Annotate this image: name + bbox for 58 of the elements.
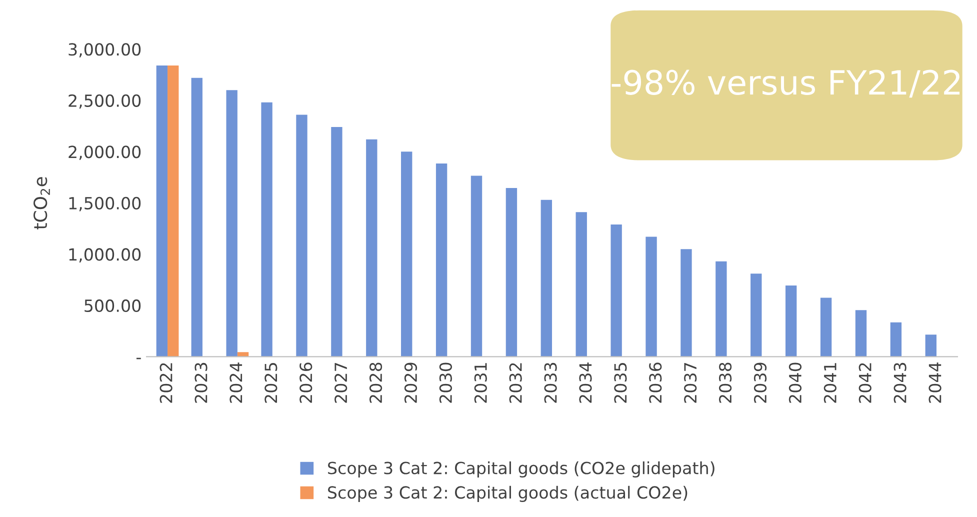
x-tick-label: 2030 [439, 362, 452, 403]
bar [576, 212, 587, 357]
x-tick-label: 2034 [579, 362, 592, 403]
x-tick-label: 2040 [788, 362, 802, 403]
annotation: -98% versus FY21/22 [612, 70, 960, 98]
x-tick-label: 2023 [194, 362, 208, 403]
bar [191, 78, 202, 357]
x-tick-label: 2035 [614, 363, 627, 403]
bar [925, 334, 936, 357]
y-tick-label: 1,500.00 [69, 196, 141, 212]
bar [716, 261, 727, 357]
x-tick-label: 2042 [858, 363, 872, 403]
bar [750, 274, 762, 357]
x-tick-label: 2025 [264, 363, 278, 403]
x-tick-label: 2037 [684, 363, 697, 403]
legend-label: Scope 3 Cat 2: Capital goods (CO2e glidepath) [328, 461, 714, 478]
bar [785, 285, 797, 357]
legend-label: Scope 3 Cat 2: Capital goods (actual CO2e) [328, 486, 688, 502]
x-tick-label: 2044 [928, 362, 942, 403]
bar [506, 188, 518, 357]
bar [470, 176, 482, 357]
x-tick-label: 2039 [754, 362, 767, 403]
bar [156, 66, 168, 357]
x-tick-label: 2029 [404, 362, 418, 403]
x-tick-label: 2033 [544, 362, 557, 403]
bar [366, 139, 378, 357]
bar [436, 163, 448, 357]
bar [331, 127, 342, 357]
x-tick-label: 2043 [894, 362, 906, 403]
bar [168, 66, 179, 357]
x-tick-label: 2036 [649, 362, 662, 403]
x-tick-label: 2028 [369, 362, 382, 403]
y-axis-title: tCO$_{2}$e [34, 177, 50, 230]
bar [646, 236, 657, 357]
bar [820, 298, 832, 357]
bar [855, 310, 867, 357]
bar [890, 322, 902, 357]
y-tick-label: - [136, 358, 141, 360]
x-tick-label: 2032 [509, 363, 522, 403]
bar [680, 249, 692, 357]
x-tick-label: 2038 [719, 362, 732, 403]
x-tick-label: 2041 [824, 363, 836, 403]
x-tick-label: 2026 [300, 362, 312, 403]
x-tick-label: 2027 [334, 363, 348, 403]
bar [226, 90, 238, 357]
bar [540, 200, 552, 357]
x-tick-label: 2022 [160, 363, 172, 403]
y-tick-label: 2,500.00 [68, 94, 141, 109]
y-tick-label: 500.00 [84, 299, 141, 312]
y-tick-label: 2,000.00 [68, 146, 141, 160]
bar [296, 114, 308, 357]
y-tick-label: 3,000.00 [68, 43, 141, 58]
y-tick-label: 1,000.00 [69, 248, 141, 262]
bar [261, 102, 272, 357]
bar [401, 152, 412, 357]
x-tick-label: 2031 [474, 363, 487, 403]
x-tick-label: 2024 [230, 362, 242, 403]
bar [610, 224, 622, 357]
